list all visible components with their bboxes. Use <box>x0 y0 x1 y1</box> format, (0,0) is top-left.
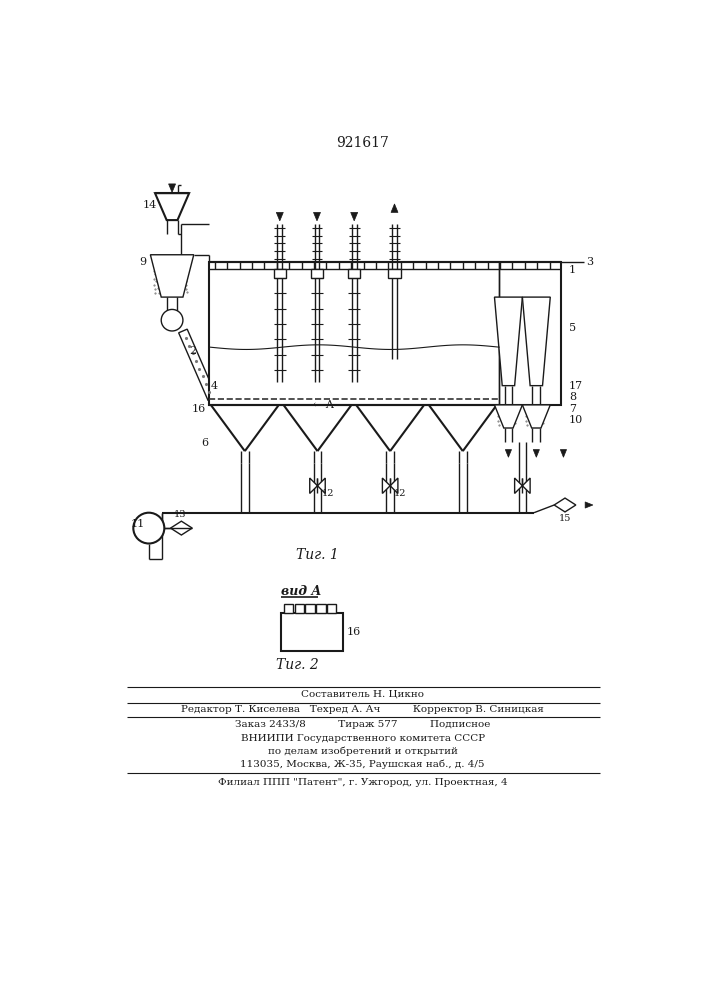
Polygon shape <box>554 498 575 512</box>
Text: 3: 3 <box>586 257 593 267</box>
Polygon shape <box>155 193 189 220</box>
Text: 7: 7 <box>569 404 576 414</box>
Text: по делам изобретений и открытий: по делам изобретений и открытий <box>268 747 457 756</box>
Polygon shape <box>310 478 317 493</box>
Text: 6: 6 <box>201 438 209 448</box>
Polygon shape <box>276 212 284 221</box>
Polygon shape <box>391 204 398 212</box>
Text: Составитель Н. Цикно: Составитель Н. Цикно <box>301 689 424 698</box>
Text: 5: 5 <box>569 323 576 333</box>
Text: 12: 12 <box>394 489 407 498</box>
Polygon shape <box>515 478 522 493</box>
Polygon shape <box>494 405 522 428</box>
Polygon shape <box>317 478 325 493</box>
Polygon shape <box>151 255 194 297</box>
Polygon shape <box>313 212 320 221</box>
Text: Филиал ППП "Патент", г. Ужгород, ул. Проектная, 4: Филиал ППП "Патент", г. Ужгород, ул. Про… <box>218 778 508 787</box>
Polygon shape <box>522 405 550 428</box>
Polygon shape <box>382 478 390 493</box>
Text: 8: 8 <box>569 392 576 402</box>
Bar <box>348 269 361 278</box>
Polygon shape <box>522 478 530 493</box>
Polygon shape <box>139 519 160 537</box>
Polygon shape <box>506 450 512 457</box>
Text: 12: 12 <box>322 489 334 498</box>
Text: 1: 1 <box>569 265 576 275</box>
Text: 9: 9 <box>139 257 146 267</box>
Text: 16: 16 <box>346 627 361 637</box>
Text: 2: 2 <box>189 346 197 356</box>
Bar <box>316 604 325 613</box>
Circle shape <box>134 513 164 544</box>
Polygon shape <box>494 297 522 386</box>
Bar <box>388 269 401 278</box>
Text: 4: 4 <box>211 381 218 391</box>
Text: 921617: 921617 <box>337 136 389 150</box>
Text: 14: 14 <box>143 200 157 210</box>
Polygon shape <box>390 478 398 493</box>
Bar <box>209 262 561 405</box>
Text: 11: 11 <box>131 519 145 529</box>
Polygon shape <box>170 521 192 535</box>
Text: Заказ 2433/8          Тираж 577          Подписное: Заказ 2433/8 Тираж 577 Подписное <box>235 720 491 729</box>
Polygon shape <box>561 450 566 457</box>
Text: Τиг. 1: Τиг. 1 <box>296 548 339 562</box>
Bar <box>305 604 315 613</box>
Bar <box>284 604 293 613</box>
Polygon shape <box>351 212 358 221</box>
Text: ← A: ← A <box>313 400 334 410</box>
Polygon shape <box>168 184 175 192</box>
Text: вид A: вид A <box>281 585 321 598</box>
Bar <box>274 269 286 278</box>
Text: 113035, Москва, Ж-35, Раушская наб., д. 4/5: 113035, Москва, Ж-35, Раушская наб., д. … <box>240 760 485 769</box>
Text: Редактор Т. Киселева   Техред А. Ач          Корректор В. Синицкая: Редактор Т. Киселева Техред А. Ач Коррек… <box>181 705 544 714</box>
Text: ВНИИПИ Государственного комитета СССР: ВНИИПИ Государственного комитета СССР <box>240 734 485 743</box>
Polygon shape <box>585 502 593 508</box>
Bar <box>327 604 337 613</box>
Text: 17: 17 <box>569 381 583 391</box>
Text: 10: 10 <box>569 415 583 425</box>
Polygon shape <box>522 297 550 386</box>
Bar <box>281 613 343 651</box>
Polygon shape <box>533 450 539 457</box>
Circle shape <box>161 309 183 331</box>
Polygon shape <box>179 329 216 401</box>
Bar <box>295 604 304 613</box>
Text: 13: 13 <box>174 510 186 519</box>
Bar <box>311 269 323 278</box>
Text: 16: 16 <box>192 404 206 414</box>
Text: 15: 15 <box>559 514 571 523</box>
Text: Τиг. 2: Τиг. 2 <box>276 658 319 672</box>
